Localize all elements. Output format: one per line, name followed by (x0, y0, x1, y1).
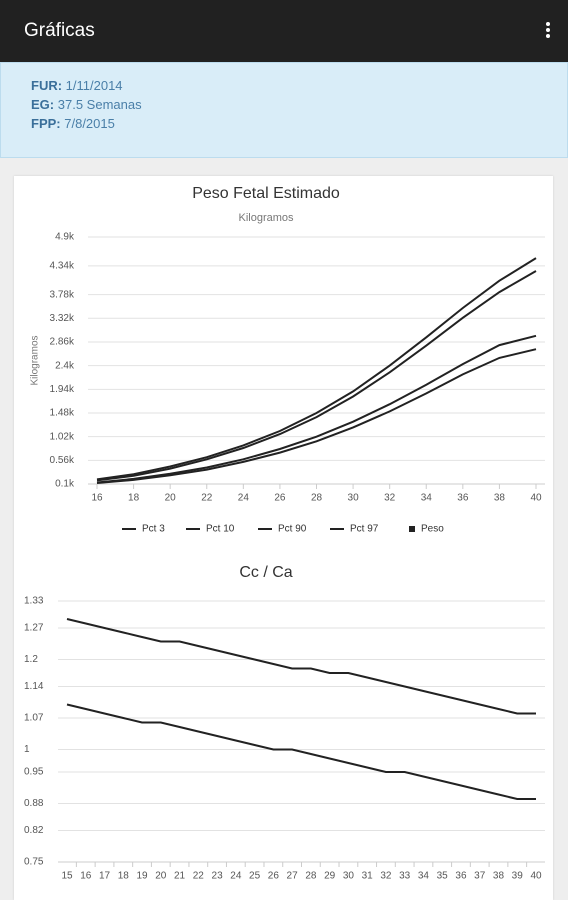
y-tick-label: 4.34k (50, 260, 75, 271)
info-value: 37.5 Semanas (57, 97, 142, 112)
legend-label: Pct 97 (350, 524, 379, 535)
x-tick-label: 32 (384, 493, 396, 504)
y-tick-label: 0.56k (50, 455, 75, 466)
x-tick-label: 24 (238, 493, 250, 504)
y-tick-label: 3.78k (50, 289, 75, 300)
x-tick-label: 28 (311, 493, 323, 504)
x-tick-label: 22 (201, 493, 213, 504)
x-tick-label: 39 (512, 871, 524, 882)
x-tick-label: 38 (494, 493, 506, 504)
y-tick-label: 0.88 (24, 798, 44, 809)
x-tick-label: 16 (91, 493, 103, 504)
series-line (66, 703, 536, 800)
info-row: FUR: 1/11/2014 (31, 78, 123, 93)
x-tick-label: 22 (193, 871, 205, 882)
x-tick-label: 16 (80, 871, 92, 882)
y-tick-label: 1.2 (24, 654, 38, 665)
x-tick-label: 34 (421, 493, 433, 504)
info-row: FPP: 7/8/2015 (31, 116, 115, 131)
x-tick-label: 20 (155, 871, 167, 882)
x-tick-label: 18 (118, 871, 130, 882)
series-line (66, 618, 536, 715)
y-tick-label: 3.32k (50, 313, 75, 324)
x-tick-label: 35 (437, 871, 449, 882)
y-tick-label: 1.48k (50, 408, 75, 419)
y-tick-label: 1.33 (24, 596, 44, 607)
x-tick-label: 25 (249, 871, 261, 882)
y-tick-label: 1.27 (24, 623, 44, 634)
info-label: EG: (31, 97, 55, 112)
series-line (96, 334, 537, 484)
x-tick-label: 26 (274, 493, 286, 504)
y-axis-label: Kilogramos (30, 335, 41, 385)
y-tick-label: 1.07 (24, 713, 44, 724)
series-line (96, 270, 537, 482)
info-label: FUR: (31, 78, 63, 93)
y-tick-label: 1.14 (24, 681, 44, 692)
chart-subtitle: Kilogramos (238, 212, 294, 224)
chart-title: Peso Fetal Estimado (192, 185, 340, 202)
info-value: 7/8/2015 (64, 116, 115, 131)
y-tick-label: 0.95 (24, 767, 44, 778)
x-tick-label: 40 (530, 493, 542, 504)
legend-label: Pct 10 (206, 524, 235, 535)
info-label: FPP: (31, 116, 61, 131)
legend-label: Peso (421, 524, 444, 535)
x-tick-label: 30 (343, 871, 355, 882)
y-tick-label: 1 (24, 744, 30, 755)
chart-title: Cc / Ca (239, 564, 292, 581)
y-tick-label: 0.75 (24, 857, 44, 868)
x-tick-label: 36 (455, 871, 467, 882)
x-tick-label: 28 (305, 871, 317, 882)
series-line (96, 348, 537, 484)
x-tick-label: 20 (165, 493, 177, 504)
y-tick-label: 2.4k (55, 360, 75, 371)
x-tick-label: 30 (348, 493, 360, 504)
x-tick-label: 18 (128, 493, 140, 504)
y-tick-label: 4.9k (55, 232, 75, 243)
overflow-menu[interactable] (546, 22, 550, 40)
series-line (96, 257, 537, 481)
x-tick-label: 26 (268, 871, 280, 882)
y-tick-label: 0.82 (24, 825, 44, 836)
x-tick-label: 36 (457, 493, 469, 504)
legend-swatch (409, 526, 415, 532)
info-value: 1/11/2014 (65, 78, 123, 93)
x-tick-label: 19 (136, 871, 148, 882)
info-row: EG: 37.5 Semanas (31, 97, 142, 112)
legend-label: Pct 90 (278, 524, 307, 535)
x-tick-label: 23 (212, 871, 224, 882)
x-tick-label: 29 (324, 871, 336, 882)
x-tick-label: 15 (61, 871, 73, 882)
app-bar: Gráficas (0, 0, 568, 62)
chart-card (14, 176, 553, 900)
x-tick-label: 21 (174, 871, 186, 882)
y-tick-label: 1.94k (50, 384, 75, 395)
x-tick-label: 40 (530, 871, 542, 882)
x-tick-label: 32 (380, 871, 392, 882)
x-tick-label: 38 (493, 871, 505, 882)
y-tick-label: 1.02k (50, 431, 75, 442)
x-tick-label: 37 (474, 871, 486, 882)
x-tick-label: 34 (418, 871, 430, 882)
y-tick-label: 2.86k (50, 337, 75, 348)
app-title: Gráficas (24, 20, 95, 41)
x-tick-label: 24 (230, 871, 242, 882)
x-tick-label: 33 (399, 871, 411, 882)
x-tick-label: 31 (362, 871, 374, 882)
legend-label: Pct 3 (142, 524, 165, 535)
y-tick-label: 0.1k (55, 479, 75, 490)
x-tick-label: 17 (99, 871, 111, 882)
info-panel: FUR: 1/11/2014 EG: 37.5 Semanas FPP: 7/8… (0, 62, 568, 158)
x-tick-label: 27 (287, 871, 299, 882)
